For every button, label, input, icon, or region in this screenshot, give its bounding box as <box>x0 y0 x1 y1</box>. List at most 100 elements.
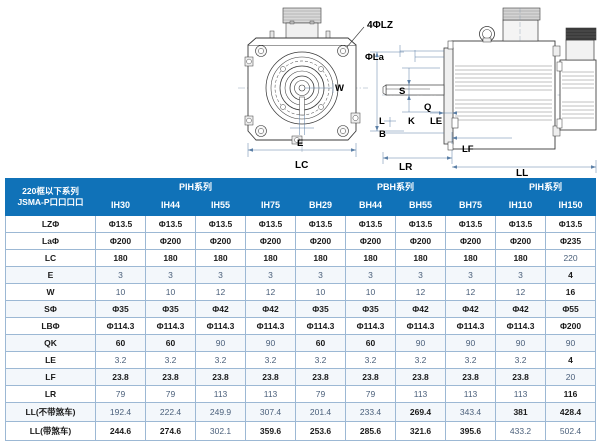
cell-value: 359.6 <box>244 421 297 441</box>
drawing-canvas: 4ΦLZ W E LC <box>238 7 597 176</box>
corner-line-2: JSMA-P口口口口 <box>17 197 84 207</box>
cell-value: 3.2 <box>244 351 297 369</box>
table-row: W 10 10 12 12 10 10 12 12 12 16 <box>5 283 597 301</box>
cell-value: 343.4 <box>445 402 497 422</box>
cell-value: 3.2 <box>345 351 397 369</box>
cell-value: 12 <box>395 283 447 301</box>
table-row: SΦ Φ35 Φ35 Φ42 Φ42 Φ35 Φ35 Φ42 Φ42 Φ42 Φ… <box>5 300 597 318</box>
table-row: LF 23.8 23.8 23.8 23.8 23.8 23.8 23.8 23… <box>5 368 597 386</box>
cell-value: 23.8 <box>95 368 146 386</box>
model-header-ih110: IH110 <box>495 195 547 216</box>
cell-value: 113 <box>495 385 547 403</box>
cell-value: Φ42 <box>495 300 547 318</box>
cell-value: 79 <box>95 385 146 403</box>
cell-value: 180 <box>345 249 397 267</box>
spec-table-container: 220框以下系列 JSMA-P口口口口 PIH系列 PBH系列 PIH系列 IH… <box>5 177 597 441</box>
cell-value: 285.6 <box>345 421 397 441</box>
table-row: LaΦ Φ200 Φ200 Φ200 Φ200 Φ200 Φ200 Φ200 Φ… <box>5 232 597 250</box>
cell-value: Φ13.5 <box>145 215 196 233</box>
keyway <box>299 96 305 116</box>
cell-value: Φ200 <box>345 232 397 250</box>
cell-value: 12 <box>445 283 497 301</box>
cell-value: 113 <box>395 385 447 403</box>
cell-value: Φ114.3 <box>244 317 297 335</box>
cell-value: 180 <box>244 249 297 267</box>
cell-value: 23.8 <box>295 368 347 386</box>
cell-value: 60 <box>295 334 347 352</box>
table-row: QK 60 60 90 90 60 60 90 90 90 90 <box>5 334 597 352</box>
label-b: B <box>379 129 386 140</box>
table-body: LZΦ Φ13.5 Φ13.5 Φ13.5 Φ13.5 Φ13.5 Φ13.5 … <box>5 215 597 441</box>
table-corner-header: 220框以下系列 JSMA-P口口口口 <box>5 178 96 216</box>
cell-value: Φ200 <box>445 232 497 250</box>
table-row: LR 79 79 113 113 79 79 113 113 113 116 <box>5 385 597 403</box>
label-s: S <box>399 86 405 97</box>
cell-value: 113 <box>445 385 497 403</box>
cell-value: 4 <box>545 266 597 284</box>
dim-ll <box>452 160 597 173</box>
cell-value: 90 <box>495 334 547 352</box>
cell-value: 269.4 <box>395 402 447 422</box>
dim-w <box>305 83 334 93</box>
label-le: LE <box>430 116 442 127</box>
cell-value: Φ55 <box>545 300 597 318</box>
row-label: LBΦ <box>5 317 96 335</box>
model-header-ih30: IH30 <box>95 195 146 216</box>
cell-value: 3 <box>244 266 297 284</box>
cell-value: 233.4 <box>345 402 397 422</box>
cell-value: Φ35 <box>345 300 397 318</box>
dim-lr <box>382 150 453 164</box>
row-label: W <box>5 283 96 301</box>
label-phi-la: ΦLa <box>365 52 385 63</box>
cell-value: 79 <box>345 385 397 403</box>
dim-lc <box>247 143 357 157</box>
cell-value: 10 <box>295 283 347 301</box>
cell-value: 23.8 <box>395 368 447 386</box>
side-lugs <box>244 56 361 145</box>
cell-value: Φ35 <box>295 300 347 318</box>
cell-value: Φ114.3 <box>445 317 497 335</box>
cell-value: 79 <box>295 385 347 403</box>
model-header-ih75: IH75 <box>244 195 297 216</box>
cell-value: 113 <box>195 385 246 403</box>
row-label: QK <box>5 334 96 352</box>
cell-value: Φ13.5 <box>345 215 397 233</box>
cell-value: Φ13.5 <box>195 215 246 233</box>
cell-value: 3 <box>445 266 497 284</box>
cell-value: 23.8 <box>244 368 297 386</box>
cell-value: 3 <box>345 266 397 284</box>
dim-k <box>399 45 444 57</box>
lifting-eye <box>479 26 495 43</box>
cell-value: Φ13.5 <box>95 215 146 233</box>
cell-value: 3.2 <box>395 351 447 369</box>
dim-s <box>402 67 440 113</box>
cell-value: Φ200 <box>395 232 447 250</box>
row-label: LF <box>5 368 96 386</box>
cell-value: 3 <box>395 266 447 284</box>
series-group-header: PBH系列 <box>295 177 497 197</box>
label-q: Q <box>424 102 431 113</box>
corner-line-1: 220框以下系列 <box>22 186 79 197</box>
row-label: E <box>5 266 96 284</box>
cell-value: Φ200 <box>545 317 597 335</box>
cell-value: 433.2 <box>495 421 547 441</box>
side-connector-box <box>502 7 541 42</box>
cell-value: Φ200 <box>95 232 146 250</box>
cell-value: Φ200 <box>295 232 347 250</box>
dimension-spec-table: 220框以下系列 JSMA-P口口口口 PIH系列 PBH系列 PIH系列 IH… <box>5 177 597 441</box>
dim-q <box>414 50 444 62</box>
cell-value: 3.2 <box>195 351 246 369</box>
label-lr: LR <box>399 162 413 173</box>
cell-value: Φ13.5 <box>395 215 447 233</box>
model-header-bh75: BH75 <box>445 195 497 216</box>
cell-value: 4 <box>545 351 597 369</box>
cell-value: 60 <box>145 334 196 352</box>
cell-value: Φ114.3 <box>495 317 547 335</box>
model-header-bh29: BH29 <box>295 195 347 216</box>
cell-value: 20 <box>545 368 597 386</box>
row-label: LZΦ <box>5 215 96 233</box>
cell-value: Φ114.3 <box>295 317 347 335</box>
cell-value: 395.6 <box>445 421 497 441</box>
table-row: LL(不带煞车) 192.4 222.4 249.9 307.4 201.4 2… <box>5 402 597 422</box>
cell-value: 3 <box>145 266 196 284</box>
